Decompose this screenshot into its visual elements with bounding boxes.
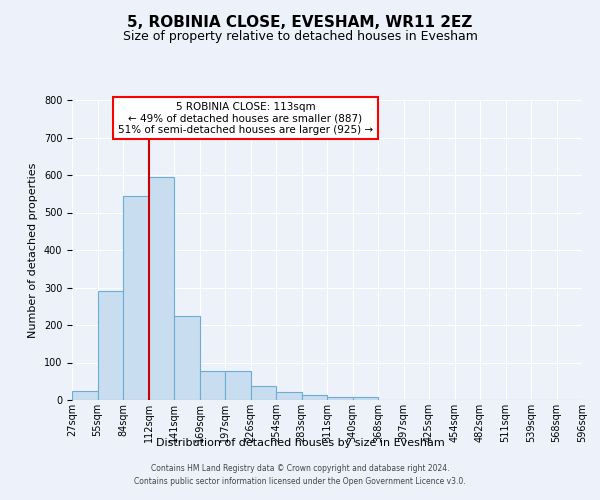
Text: Contains HM Land Registry data © Crown copyright and database right 2024.: Contains HM Land Registry data © Crown c… <box>151 464 449 473</box>
Bar <box>225 371 251 400</box>
Text: Contains public sector information licensed under the Open Government Licence v3: Contains public sector information licen… <box>134 477 466 486</box>
Bar <box>199 371 225 400</box>
Bar <box>327 397 353 400</box>
Text: 5 ROBINIA CLOSE: 113sqm
← 49% of detached houses are smaller (887)
51% of semi-d: 5 ROBINIA CLOSE: 113sqm ← 49% of detache… <box>118 102 373 134</box>
Bar <box>97 291 123 400</box>
Bar <box>302 395 327 400</box>
Text: Distribution of detached houses by size in Evesham: Distribution of detached houses by size … <box>155 438 445 448</box>
Bar <box>353 398 378 400</box>
Bar <box>174 316 199 400</box>
Text: 5, ROBINIA CLOSE, EVESHAM, WR11 2EZ: 5, ROBINIA CLOSE, EVESHAM, WR11 2EZ <box>127 15 473 30</box>
Bar <box>251 386 276 400</box>
Text: Size of property relative to detached houses in Evesham: Size of property relative to detached ho… <box>122 30 478 43</box>
Bar <box>276 392 302 400</box>
Bar <box>149 177 174 400</box>
Bar <box>123 196 149 400</box>
Y-axis label: Number of detached properties: Number of detached properties <box>28 162 38 338</box>
Bar <box>72 390 97 400</box>
